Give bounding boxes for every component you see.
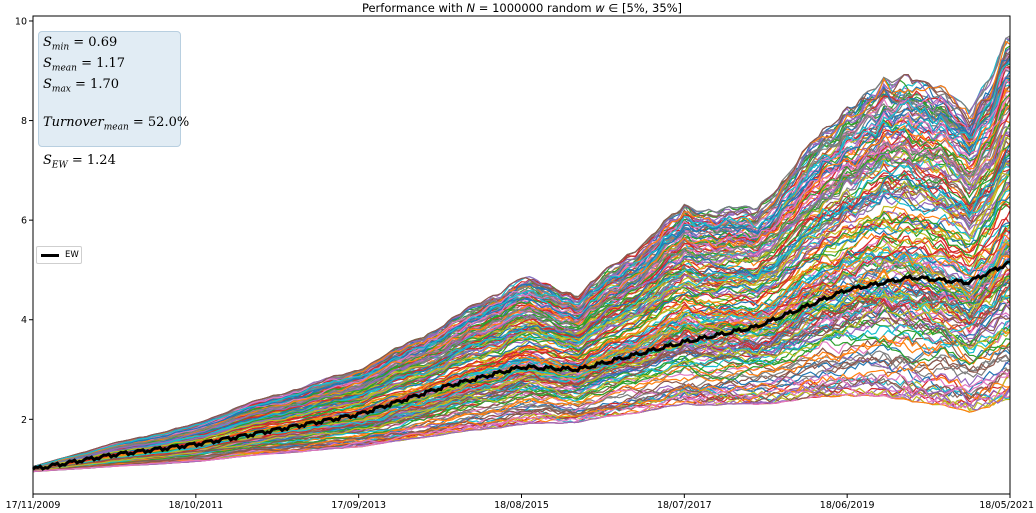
random-portfolio-line: [32, 301, 1011, 472]
x-tick-label: 18/06/2019: [820, 500, 875, 511]
random-portfolio-line: [32, 62, 1011, 468]
random-portfolio-line: [32, 131, 1011, 469]
legend-ew-swatch: [41, 254, 59, 257]
s-min-stat: Smin = 0.69: [43, 35, 118, 53]
x-tick-label: 17/11/2009: [6, 500, 61, 511]
y-tick-label: 4: [21, 315, 27, 326]
x-tick-label: 18/10/2011: [168, 500, 223, 511]
turnover-stat: Turnovermean = 52.0%: [43, 115, 190, 133]
s-ew-stat: SEW = 1.24: [43, 153, 116, 171]
random-portfolio-line: [32, 50, 1011, 468]
random-portfolio-line: [32, 370, 1011, 472]
random-portfolio-line: [32, 77, 1011, 468]
s-mean-stat: Smean = 1.17: [43, 56, 126, 74]
y-tick-label: 8: [21, 116, 27, 127]
random-portfolio-line: [32, 172, 1011, 470]
random-portfolio-line: [32, 346, 1011, 472]
x-tick-label: 17/09/2013: [331, 500, 386, 511]
ew-series-layer: [32, 260, 1011, 471]
x-tick-label: 18/07/2017: [657, 500, 712, 511]
random-portfolio-line: [32, 283, 1011, 471]
s-max-stat: Smax = 1.70: [43, 77, 120, 95]
legend: EW: [36, 246, 82, 264]
chart-title: Performance with N = 1000000 random w ∈ …: [362, 1, 682, 15]
random-portfolio-line: [32, 164, 1011, 469]
x-axis: 17/11/2009 18/10/2011 17/09/2013 18/08/2015…: [6, 494, 1034, 511]
x-tick-label: 18/08/2015: [494, 500, 549, 511]
stats-annotation-box: Smin = 0.69 Smean = 1.17 Smax = 1.70 Tur…: [38, 31, 190, 171]
legend-ew-label: EW: [65, 250, 79, 260]
random-portfolio-line: [32, 333, 1011, 472]
x-tick-label: 18/05/2021: [979, 500, 1034, 511]
random-portfolio-line: [32, 108, 1011, 469]
random-portfolio-line: [32, 54, 1011, 468]
random-portfolio-line: [32, 268, 1011, 471]
random-portfolio-line: [32, 172, 1011, 470]
y-tick-label: 10: [15, 16, 27, 27]
y-tick-label: 2: [21, 415, 27, 426]
random-portfolio-line: [32, 282, 1011, 471]
ew-series-line: [32, 260, 1011, 471]
y-tick-label: 6: [21, 216, 27, 227]
random-portfolio-line: [32, 104, 1011, 468]
y-axis: 2 4 6 8 10: [15, 16, 33, 426]
